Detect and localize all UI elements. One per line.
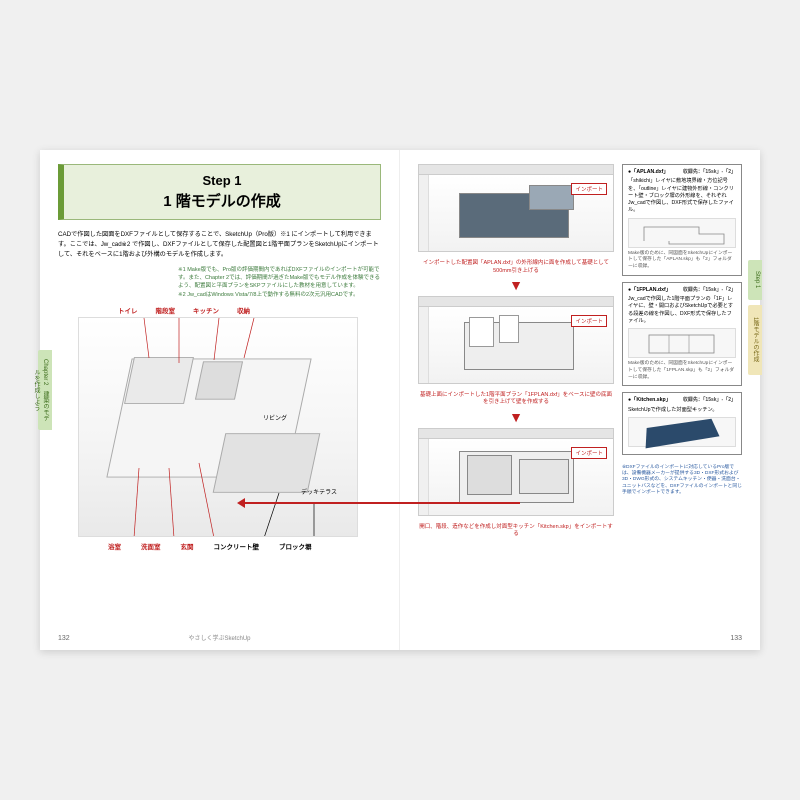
file-box-aplan: ●「APLAN.dxf」 収録先：「15sk」-「2」 「shikichi」レイヤ…	[622, 164, 742, 276]
step-title: 1 階モデルの作成	[76, 190, 368, 211]
top-labels: トイレ 階段室 キッチン 収納	[118, 305, 381, 315]
caption-1: インポートした配置図「APLAN.dxf」の外形線内に面を作成して基礎として50…	[418, 260, 614, 275]
label-block: ブロック塀	[279, 541, 312, 551]
thumb-aplan	[628, 218, 736, 248]
screenshot-column: インポート インポートした配置図「APLAN.dxf」の外形線内に面を作成して基…	[418, 164, 614, 630]
file-desc-2: Jw_cadで作図した1階平面プランの「1F」レイヤに、壁・開口およびSketc…	[628, 296, 736, 325]
chapter-tab-left: Chapter 2 建築のモデルを作成しよう	[38, 350, 52, 430]
down-arrow-icon: ▼	[418, 413, 614, 421]
label-storage: 収納	[237, 305, 250, 315]
caption-2: 基礎上面にインポートした1階平面プラン「1FPLAN.dxf」をベースに壁の底面…	[418, 392, 614, 407]
file-desc-3: SketchUpで作成した対面型キッチン。	[628, 407, 736, 414]
page-spread: Chapter 2 建築のモデルを作成しよう Step 1 1 階モデルの作成 …	[40, 150, 760, 650]
file-small-1: Make版のために、同図面をSketchUpにインポートして保存した「APLAN…	[628, 251, 736, 271]
page-left: Chapter 2 建築のモデルを作成しよう Step 1 1 階モデルの作成 …	[40, 150, 400, 650]
step-header: Step 1 1 階モデルの作成	[58, 164, 381, 220]
down-arrow-icon: ▼	[418, 281, 614, 289]
label-wash: 洗面室	[141, 541, 161, 551]
footnote-text: ※1 Make版でも、Pro版の評価期間内であればDXFファイルのインポートが可…	[178, 266, 381, 299]
footer-title-left: やさしく学ぶSketchUp	[188, 633, 250, 642]
file-name-3: ●「Kitchen.skp」	[628, 397, 671, 403]
bottom-labels: 浴室 洗面室 玄関 コンクリート壁 ブロック塀	[108, 541, 381, 551]
intro-text: CADで作図した図面をDXFファイルとして保存することで、SketchUp（Pr…	[58, 230, 381, 260]
label-bath: 浴室	[108, 541, 121, 551]
screenshot-1: インポート	[418, 164, 614, 252]
page-number-left: 132	[58, 635, 70, 642]
label-toilet: トイレ	[118, 305, 138, 315]
file-boxes-column: ●「APLAN.dxf」収録先：「15sk」-「2」 「shikichi」レイヤ…	[622, 164, 742, 630]
file-box-1fplan: ●「1FPLAN.dxf」 収録先：「15sk」-「2」 Jw_cadで作図した1…	[622, 282, 742, 387]
label-entrance: 玄関	[181, 541, 194, 551]
thumb-1fplan	[628, 328, 736, 358]
label-stair: 階段室	[156, 305, 176, 315]
file-box-kitchen: ●「Kitchen.skp」 収録先：「15sk」-「2」 SketchUpで作成…	[622, 392, 742, 455]
caption-3: 開口、階段、造作などを作成し対面型キッチン「Kitchen.skp」をインポート…	[418, 524, 614, 539]
screenshot-2: インポート	[418, 296, 614, 384]
file-loc-1: 収録先：「15sk」-「2」	[683, 169, 736, 176]
import-tag-2: インポート	[571, 315, 607, 327]
page-right: Step 1 1階モデルの作成 インポート インポートした配置図「APLAN.d…	[400, 150, 760, 650]
step-tab-right: Step 1	[748, 260, 762, 300]
file-loc-3: 収録先：「15sk」-「2」	[683, 397, 736, 404]
file-small-2: Make版のために、同図面をSketchUpにインポートして保存した「1FPLA…	[628, 361, 736, 381]
file-loc-2: 収録先：「15sk」-「2」	[683, 287, 736, 294]
blue-note: ※DXFファイルのインポートに対応しているPro版では、設備機器メーカーが提供す…	[622, 465, 742, 496]
step-tab-right-sub: 1階モデルの作成	[748, 305, 762, 375]
step-number: Step 1	[76, 173, 368, 188]
page-number-right: 133	[730, 635, 742, 642]
file-desc-1: 「shikichi」レイヤに敷地境界線・方位記号を、「outline」レイヤに建…	[628, 178, 736, 214]
label-kitchen: キッチン	[193, 305, 219, 315]
import-tag-3: インポート	[571, 447, 607, 459]
right-columns: インポート インポートした配置図「APLAN.dxf」の外形線内に面を作成して基…	[418, 164, 742, 630]
file-name-1: ●「APLAN.dxf」	[628, 169, 669, 175]
label-concrete: コンクリート壁	[214, 541, 260, 551]
import-tag-1: インポート	[571, 183, 607, 195]
cross-page-arrow	[240, 502, 520, 504]
thumb-kitchen	[628, 417, 736, 447]
file-name-2: ●「1FPLAN.dxf」	[628, 287, 671, 293]
